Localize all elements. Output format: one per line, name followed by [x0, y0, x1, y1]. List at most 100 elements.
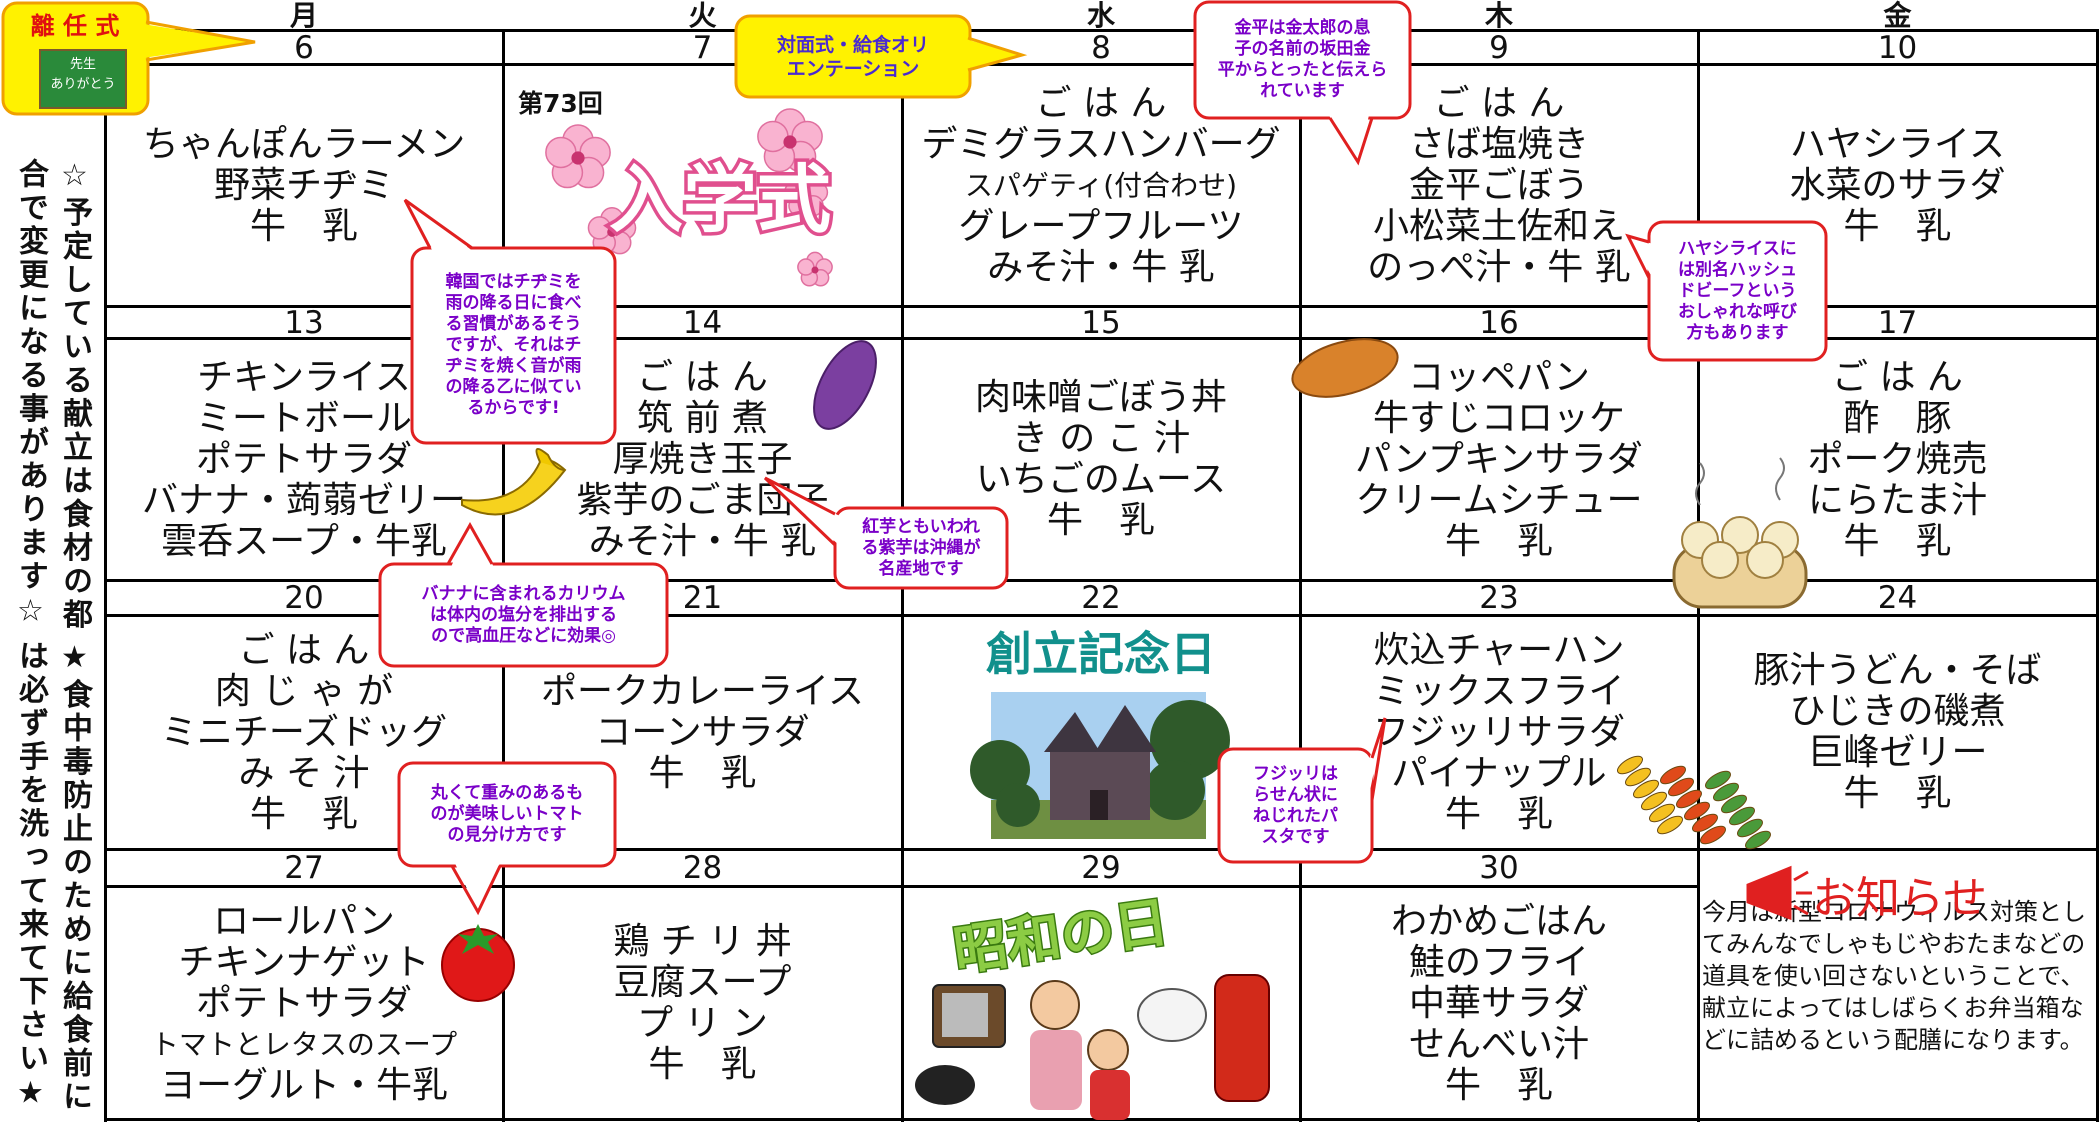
blossom-petal: [795, 173, 817, 195]
callout-line: は体内の塩分を排出する: [430, 604, 617, 625]
grid-line: [105, 614, 2099, 617]
blossom-petal: [757, 120, 789, 153]
menu-item: ご は ん: [1832, 356, 1963, 398]
post-box: [1214, 974, 1270, 1102]
callout: ハヤシライスに は別名ハッシュ ドビーフという おしゃれな呼び 方もあります: [1649, 222, 1826, 360]
tv: [932, 984, 1006, 1048]
photo-ground: [991, 800, 1206, 839]
callout: バナナに含まれるカリウム は体内の塩分を排出する ので高血圧などに効果◎: [380, 564, 667, 666]
date: 10: [1877, 30, 1918, 66]
menu-item: 牛 乳: [1843, 520, 1952, 562]
photo-building: [1050, 750, 1150, 820]
menu-cell: 豚汁うどん・そば ひじきの磯煮 巨峰ゼリー牛 乳: [1698, 619, 2097, 845]
menu-item: ポテトサラダ: [195, 982, 412, 1024]
menu-item: ご は ん: [1035, 82, 1167, 124]
callout-line: フジッリは: [1253, 763, 1338, 784]
blossom-petal: [815, 258, 833, 276]
menu-item: 野菜チヂミ: [213, 164, 394, 206]
menu-item: デミグラスハンバーグ: [921, 123, 1281, 165]
menu-item: 厚焼き玉子: [612, 438, 793, 480]
menu-item: フジッリサラダ: [1372, 711, 1625, 753]
callout-line: は別名ハッシュ: [1678, 259, 1797, 280]
blossom-petal: [811, 269, 830, 287]
callout-line: 子の名前の坂田金: [1234, 39, 1371, 59]
callout-line: れています: [1260, 81, 1345, 101]
menu-item: 牛 乳: [1444, 1064, 1553, 1106]
date: 15: [1081, 305, 1121, 341]
menu-cell: わかめごはん 鮭のフライ 中華サラダ せんべい汁牛 乳: [1300, 890, 1698, 1116]
menu-item: ポテトサラダ: [195, 438, 412, 480]
blossom-petal: [600, 207, 624, 231]
weekday: 水: [1086, 0, 1115, 32]
menu-item: トマトとレタスのスープ: [150, 1027, 458, 1061]
grid-line: [105, 29, 2099, 32]
date: 21: [682, 580, 723, 616]
blossom-petal: [763, 140, 796, 173]
blossom-center: [783, 135, 797, 149]
callout-line: エンテーション: [786, 57, 920, 80]
menu-cell: ちゃんぽんラーメン 野菜チヂミ牛 乳: [105, 68, 503, 302]
callout-line: らせん状に: [1253, 784, 1338, 805]
menu-cell: ご は んさば塩焼き 金平ごぼう 小松菜土佐和え のっぺ汁・牛 乳: [1300, 68, 1698, 302]
side-note: ☆予定している献立は食材の都合で変更になる事があります☆ ★食中毒防止のために給…: [8, 158, 96, 1122]
grid-line: [1299, 30, 1302, 1122]
menu-item: せんべい汁: [1408, 1023, 1589, 1065]
side-note-line: ☆予定している献立は食材の都合で変更になる事があります☆: [13, 158, 92, 632]
grid-line: [105, 848, 2099, 851]
photo-tree: [1145, 760, 1205, 820]
weekday: 月: [289, 0, 318, 32]
menu-item: み そ 汁: [238, 752, 370, 794]
date: 22: [1081, 580, 1121, 616]
blossom-petal: [572, 156, 605, 189]
menu-item: スパゲティ(付合わせ): [964, 168, 1238, 202]
date: 24: [1877, 580, 1918, 616]
date: 9: [1489, 30, 1509, 66]
callout-line: 紅芋ともいわれ: [862, 516, 980, 537]
blossom-petal: [800, 269, 819, 287]
menu-item: ご は ん: [238, 629, 370, 671]
callout-line: 丸くて重みのあるも: [430, 783, 584, 803]
blossom-petal: [791, 120, 823, 153]
menu-item: 水菜のサラダ: [1789, 164, 2006, 206]
menu-item: 金平ごぼう: [1408, 164, 1589, 206]
date: 13: [284, 305, 324, 341]
callout-line: 名産地です: [878, 558, 964, 579]
menu-item: 豚汁うどん・そば: [1753, 650, 2042, 691]
menu-item: ご は ん: [1433, 82, 1565, 124]
menu-cell: ご は ん肉 じ ゃ がミニチーズドッグみ そ 汁牛 乳: [105, 619, 503, 845]
photo-roof: [1044, 712, 1100, 752]
menu-item: 牛 乳: [249, 205, 358, 247]
menu-item: 牛 乳: [1444, 793, 1553, 835]
menu-item: 鶏 チ リ 丼: [613, 921, 792, 962]
menu-cell: ご は んデミグラスハンバーグ スパゲティ(付合わせ) グレープフルーツ みそ汁・牛 …: [902, 68, 1300, 302]
blossom-petal: [545, 136, 577, 169]
date: 8: [1091, 30, 1111, 66]
grid-line: [105, 337, 2099, 340]
notice-title: お知らせ: [1812, 873, 1988, 924]
menu-item: 酢 豚: [1843, 397, 1952, 439]
menu-item: ポーク焼売: [1807, 438, 1988, 480]
date: 27: [284, 850, 324, 886]
callout-line: るからです!: [467, 398, 560, 418]
blossom-petal: [802, 194, 824, 217]
menu-item: のっぺ汁・牛 乳: [1367, 246, 1631, 288]
callout-line: ヂミを焼く音が雨: [445, 356, 582, 376]
event-title: 昭和の日: [949, 890, 1172, 982]
menu-item: コーンサラダ: [595, 711, 810, 753]
date: 30: [1479, 850, 1519, 886]
menu-item: みそ汁・牛 乳: [588, 520, 817, 562]
menu-item: 炊込チャーハン: [1373, 629, 1625, 671]
menu-cell: 炊込チャーハン ミックスフライ フジッリサラダ パイナップル牛 乳: [1300, 619, 1698, 845]
weekday: 金: [1883, 0, 1912, 32]
kid-head: [1030, 980, 1080, 1030]
callout-line: 韓国ではチヂミを: [445, 272, 582, 292]
event-title: 創立記念日: [986, 627, 1216, 681]
grid-line: [105, 579, 2099, 582]
menu-item: 小松菜土佐和え: [1372, 205, 1625, 247]
menu-item: 紫芋のごま団子: [576, 479, 829, 521]
menu-cell: ご は ん酢 豚ポーク焼売 にらたま汁牛 乳: [1698, 342, 2097, 576]
weekday: 木: [1484, 0, 1513, 32]
menu-cell: コッペパン 牛すじコロッケ パンプキンサラダ クリームシチュー牛 乳: [1300, 342, 1698, 576]
event-title: 入学式: [609, 157, 831, 243]
date: 17: [1877, 305, 1918, 341]
